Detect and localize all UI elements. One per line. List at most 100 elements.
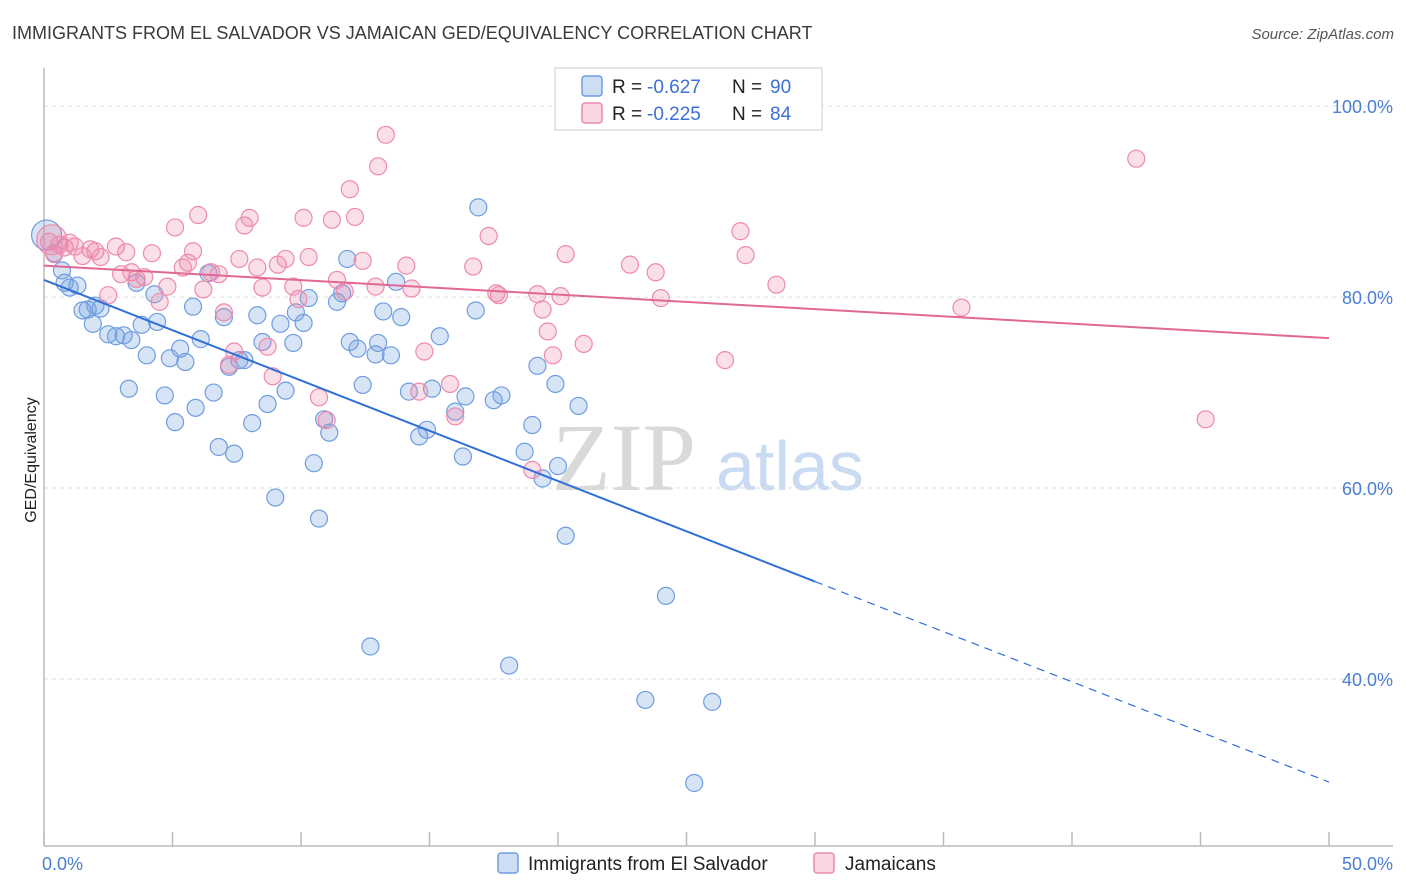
point-1-55 (397, 256, 416, 275)
point-0-16 (137, 346, 156, 365)
point-0-12 (122, 330, 141, 350)
watermark: ZIP atlas (552, 404, 864, 511)
point-0-32 (225, 444, 244, 463)
point-1-60 (446, 407, 465, 426)
legend-label-jamaicans: Jamaicans (845, 854, 936, 875)
point-0-80 (546, 374, 565, 394)
stats-n-label-0: N = (732, 77, 762, 98)
point-0-69 (453, 447, 473, 466)
point-1-73 (620, 255, 640, 274)
point-1-65 (523, 460, 542, 479)
point-0-56 (361, 637, 380, 656)
point-0-28 (204, 383, 223, 402)
point-1-64 (489, 286, 508, 305)
point-1-63 (487, 284, 506, 303)
point-0-61 (386, 272, 406, 291)
point-1-10 (99, 286, 118, 305)
trend-line-0 (43, 278, 816, 583)
point-0-71 (466, 301, 485, 320)
point-0-52 (338, 249, 357, 269)
point-0-62 (392, 308, 411, 327)
point-1-51 (353, 251, 372, 270)
point-0-70 (456, 387, 475, 406)
point-1-29 (219, 355, 239, 374)
point-1-9 (91, 247, 110, 267)
point-0-83 (569, 396, 588, 416)
point-0-29 (209, 437, 228, 457)
y-tick-labels: 100.0% 80.0% 60.0% 40.0% (1332, 97, 1393, 690)
point-1-48 (335, 282, 354, 301)
point-1-76 (715, 351, 735, 370)
point-1-79 (767, 275, 786, 294)
point-0-39 (266, 488, 285, 507)
point-1-39 (276, 249, 295, 269)
point-0-25 (186, 398, 205, 417)
gridlines (44, 105, 1393, 680)
stats-swatch-el-salvador (581, 75, 603, 97)
point-0-51 (333, 284, 352, 303)
point-0-42 (284, 333, 303, 353)
trend-lines (43, 264, 1330, 783)
point-1-11 (106, 237, 126, 256)
y-axis-label: GED/Equivalency (23, 397, 40, 522)
stats-r-value-1: -0.225 (647, 104, 701, 125)
point-1-82 (1196, 410, 1215, 429)
axes (43, 68, 1393, 847)
stats-n-label-1: N = (732, 104, 762, 125)
chart-title: IMMIGRANTS FROM EL SALVADOR VS JAMAICAN … (12, 23, 812, 43)
point-1-46 (322, 210, 341, 229)
point-1-42 (294, 208, 313, 227)
point-0-35 (243, 414, 262, 433)
point-1-70 (551, 287, 570, 306)
point-1-54 (376, 125, 395, 144)
point-0-41 (276, 381, 295, 400)
point-1-33 (240, 208, 259, 227)
point-1-68 (538, 322, 557, 341)
point-0-54 (348, 339, 367, 358)
point-1-59 (440, 374, 460, 394)
point-1-61 (464, 257, 483, 276)
y-tick-label-1: 80.0% (1342, 288, 1393, 308)
point-0-23 (176, 352, 195, 372)
point-1-35 (253, 278, 272, 297)
legend-label-el-salvador: Immigrants from El Salvador (528, 854, 768, 875)
point-1-16 (135, 267, 154, 287)
series-jamaicans-points (36, 125, 1215, 479)
point-1-19 (158, 277, 177, 296)
stats-n-value-1: 84 (770, 104, 792, 125)
legend-swatch-el-salvador (497, 852, 519, 874)
point-1-80 (952, 298, 971, 317)
point-0-87 (703, 692, 722, 711)
point-0-59 (374, 302, 393, 321)
point-1-74 (646, 263, 665, 282)
point-0-24 (183, 297, 203, 316)
point-0-44 (294, 313, 313, 332)
point-1-20 (165, 218, 185, 237)
stats-r-value-0: -0.627 (647, 77, 701, 98)
point-0-78 (528, 356, 547, 375)
point-1-36 (258, 337, 277, 356)
point-0-57 (366, 345, 385, 364)
point-0-75 (500, 656, 519, 675)
watermark-atlas: atlas (716, 427, 864, 505)
stats-legend-box (554, 67, 823, 131)
point-1-41 (289, 289, 308, 309)
point-0-81 (548, 456, 568, 476)
point-1-49 (340, 180, 359, 199)
point-1-52 (366, 277, 385, 296)
point-0-47 (309, 509, 329, 528)
point-1-81 (1127, 149, 1146, 168)
point-0-76 (515, 442, 534, 461)
point-1-25 (194, 280, 213, 299)
point-1-53 (369, 157, 388, 176)
point-0-21 (165, 413, 185, 432)
point-0-46 (304, 454, 323, 473)
point-0-85 (656, 586, 676, 605)
point-1-69 (543, 346, 562, 365)
point-0-77 (523, 415, 542, 435)
point-1-43 (299, 247, 318, 267)
point-1-44 (309, 388, 329, 407)
point-0-86 (685, 773, 704, 793)
point-1-17 (142, 244, 162, 263)
